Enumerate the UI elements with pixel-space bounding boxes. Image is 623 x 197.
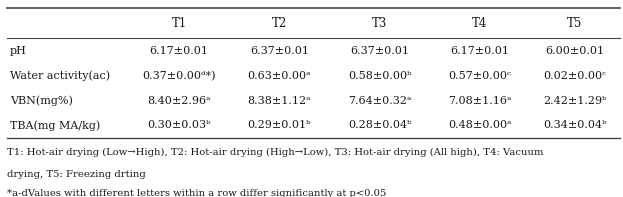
Text: T5: T5 xyxy=(568,17,583,30)
Text: Water activity(aᴄ): Water activity(aᴄ) xyxy=(10,71,110,81)
Text: 0.02±0.00ᶜ: 0.02±0.00ᶜ xyxy=(543,71,607,81)
Text: 7.64±0.32ᵃ: 7.64±0.32ᵃ xyxy=(348,96,411,106)
Text: 0.34±0.04ᵇ: 0.34±0.04ᵇ xyxy=(543,120,607,130)
Text: T1: Hot-air drying (Low→High), T2: Hot-air drying (High→Low), T3: Hot-air drying: T1: Hot-air drying (Low→High), T2: Hot-a… xyxy=(7,148,544,157)
Text: 6.00±0.01: 6.00±0.01 xyxy=(546,46,604,56)
Text: 0.48±0.00ᵃ: 0.48±0.00ᵃ xyxy=(449,120,511,130)
Text: *a-dValues with different letters within a row differ significantly at p<0.05: *a-dValues with different letters within… xyxy=(7,189,387,197)
Text: 0.28±0.04ᵇ: 0.28±0.04ᵇ xyxy=(348,120,411,130)
Text: TBA(mg MA/kg): TBA(mg MA/kg) xyxy=(10,120,100,131)
Text: VBN(mg%): VBN(mg%) xyxy=(10,95,73,106)
Text: 6.37±0.01: 6.37±0.01 xyxy=(250,46,309,56)
Text: T2: T2 xyxy=(272,17,287,30)
Text: 8.40±2.96ᵃ: 8.40±2.96ᵃ xyxy=(148,96,211,106)
Text: 2.42±1.29ᵇ: 2.42±1.29ᵇ xyxy=(543,96,607,106)
Text: pH: pH xyxy=(10,46,27,56)
Text: 0.57±0.00ᶜ: 0.57±0.00ᶜ xyxy=(449,71,511,81)
Text: 0.63±0.00ᵃ: 0.63±0.00ᵃ xyxy=(248,71,311,81)
Text: 6.17±0.01: 6.17±0.01 xyxy=(450,46,510,56)
Text: 0.30±0.03ᵇ: 0.30±0.03ᵇ xyxy=(148,120,211,130)
Text: 0.29±0.01ᵇ: 0.29±0.01ᵇ xyxy=(248,120,311,130)
Text: 0.37±0.00ᵈ*): 0.37±0.00ᵈ*) xyxy=(143,71,216,81)
Text: 8.38±1.12ᵃ: 8.38±1.12ᵃ xyxy=(248,96,311,106)
Text: 6.17±0.01: 6.17±0.01 xyxy=(150,46,209,56)
Text: T3: T3 xyxy=(372,17,388,30)
Text: drying, T5: Freezing drting: drying, T5: Freezing drting xyxy=(7,170,146,179)
Text: 7.08±1.16ᵃ: 7.08±1.16ᵃ xyxy=(449,96,511,106)
Text: 6.37±0.01: 6.37±0.01 xyxy=(350,46,409,56)
Text: T1: T1 xyxy=(171,17,187,30)
Text: T4: T4 xyxy=(472,17,488,30)
Text: 0.58±0.00ᵇ: 0.58±0.00ᵇ xyxy=(348,71,411,81)
